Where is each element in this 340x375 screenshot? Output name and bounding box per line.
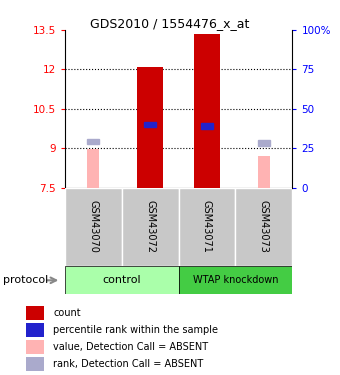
Bar (178, 188, 235, 266)
Bar (201, 123, 213, 129)
Bar (235, 188, 292, 266)
Bar (27, 357, 44, 371)
Text: WTAP knockdown: WTAP knockdown (193, 275, 278, 285)
Text: control: control (102, 275, 141, 285)
Bar (258, 140, 270, 146)
Bar (137, 67, 163, 188)
Bar (87, 139, 99, 144)
Bar (87, 150, 99, 188)
Text: GSM43072: GSM43072 (145, 200, 155, 254)
Bar (27, 340, 44, 354)
Text: protocol: protocol (3, 275, 49, 285)
Bar (27, 323, 44, 337)
Bar (122, 188, 178, 266)
Text: GSM43070: GSM43070 (88, 200, 98, 254)
Text: value, Detection Call = ABSENT: value, Detection Call = ABSENT (53, 342, 208, 352)
Bar (65, 266, 178, 294)
Text: rank, Detection Call = ABSENT: rank, Detection Call = ABSENT (53, 359, 204, 369)
Bar (178, 266, 292, 294)
Bar (258, 156, 270, 188)
Bar (65, 188, 121, 266)
Text: percentile rank within the sample: percentile rank within the sample (53, 325, 218, 334)
Text: GDS2010 / 1554476_x_at: GDS2010 / 1554476_x_at (90, 17, 250, 30)
Bar (27, 306, 44, 320)
Text: count: count (53, 308, 81, 318)
Bar (144, 122, 156, 128)
Text: GSM43073: GSM43073 (259, 200, 269, 254)
Text: GSM43071: GSM43071 (202, 200, 212, 254)
Bar (194, 34, 220, 188)
